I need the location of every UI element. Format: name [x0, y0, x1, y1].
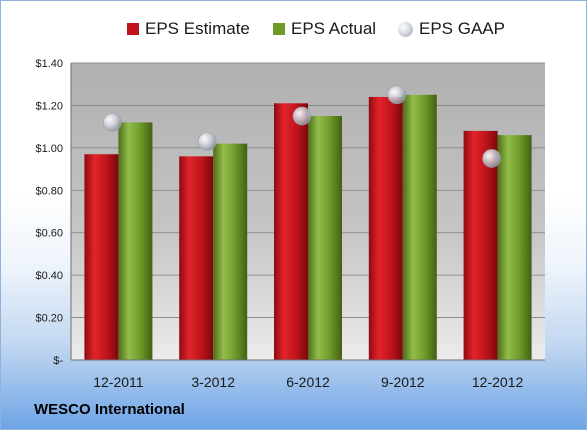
- bar-eps-actual: [497, 135, 532, 360]
- x-tick-label: 6-2012: [286, 374, 330, 390]
- x-tick-label: 12-2012: [472, 374, 524, 390]
- y-tick-label: $0.20: [35, 313, 63, 325]
- legend-label-eps-gaap: EPS GAAP: [419, 19, 505, 38]
- y-tick-label: $0.40: [35, 270, 63, 282]
- marker-eps-gaap: [103, 113, 122, 132]
- y-tick-label: $1.00: [35, 143, 63, 155]
- chart-svg: $- $0.20 $0.40 $0.60 $0.80 $1.00 $1.20 $1.40 12-…: [35, 58, 545, 390]
- legend-swatch-eps-actual: [273, 23, 285, 35]
- bar-eps-estimate: [368, 96, 403, 360]
- legend-item-eps-gaap: EPS GAAP: [398, 17, 505, 41]
- x-tick-label: 3-2012: [191, 374, 235, 390]
- x-tick-label: 9-2012: [381, 374, 425, 390]
- legend: EPS Estimate EPS Actual EPS GAAP: [1, 17, 586, 41]
- bar-eps-estimate: [84, 154, 119, 360]
- marker-eps-gaap: [482, 149, 501, 168]
- bar-eps-estimate: [463, 130, 498, 360]
- marker-eps-gaap: [197, 132, 217, 151]
- marker-eps-gaap: [387, 85, 407, 105]
- legend-marker-eps-gaap: [398, 21, 413, 37]
- x-tick-label: 12-2011: [93, 374, 144, 390]
- bar-eps-actual: [213, 143, 248, 360]
- bar-eps-actual: [402, 94, 437, 361]
- legend-swatch-eps-estimate: [127, 23, 139, 35]
- bar-eps-actual: [308, 116, 342, 361]
- y-tick-label: $1.20: [35, 100, 63, 112]
- marker-eps-gaap: [292, 106, 312, 126]
- bar-eps-estimate: [179, 156, 214, 360]
- company-name: WESCO International: [34, 401, 185, 418]
- legend-label-eps-estimate: EPS Estimate: [145, 19, 250, 38]
- bar-eps-estimate: [274, 103, 308, 361]
- y-tick-label: $1.40: [35, 58, 63, 70]
- y-tick-label: $0.80: [35, 185, 63, 197]
- legend-item-eps-estimate: EPS Estimate: [127, 17, 250, 41]
- y-tick-label: $0.60: [35, 228, 63, 240]
- y-tick-label: $-: [53, 355, 63, 367]
- legend-item-eps-actual: EPS Actual: [273, 17, 376, 41]
- legend-label-eps-actual: EPS Actual: [291, 19, 377, 38]
- bar-eps-actual: [118, 122, 153, 361]
